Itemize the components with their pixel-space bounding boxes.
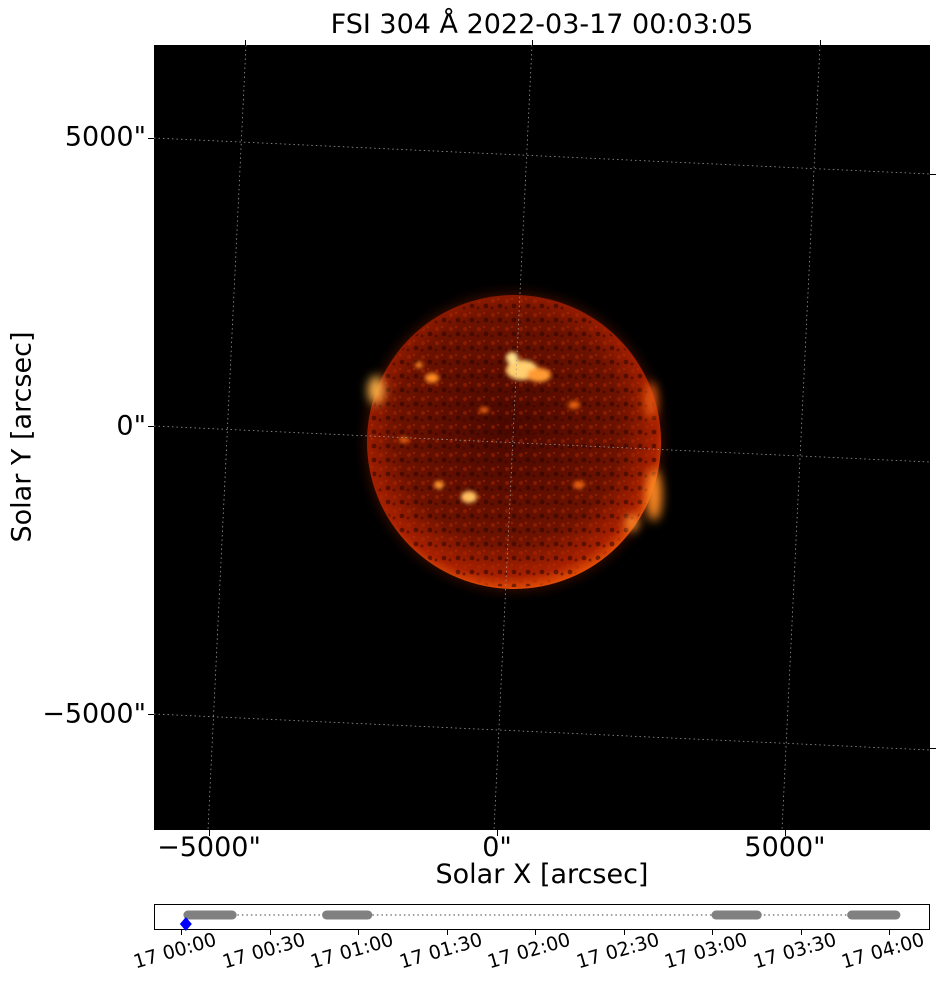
- timeline-tick-label: 17 03:30: [750, 928, 839, 974]
- timeline-tick-label: 17 04:00: [839, 928, 927, 974]
- x-tick-mark-top: [820, 40, 821, 46]
- timeline-tick-mark: [623, 930, 625, 935]
- timeline-tick-mark: [800, 930, 802, 935]
- x-tick-label: −5000": [157, 832, 261, 863]
- observation-timeline[interactable]: [154, 904, 930, 931]
- x-tick-mark-top: [532, 40, 533, 46]
- timeline-tick-mark: [446, 930, 448, 935]
- limb-prominences: [368, 376, 662, 531]
- solar-image-panel[interactable]: [154, 45, 930, 830]
- timeline-canvas: [179, 910, 901, 931]
- timeline-tick-label: 17 02:30: [573, 928, 662, 974]
- x-tick-mark: [785, 830, 786, 836]
- chromospheric-network: [369, 297, 659, 587]
- timeline-tick-mark: [269, 930, 271, 935]
- x-axis-label: Solar X [arcsec]: [435, 859, 649, 890]
- y-axis-label: Solar Y [arcsec]: [6, 331, 38, 543]
- y-tick-mark-right: [930, 748, 936, 749]
- y-tick-label: 0": [116, 410, 146, 442]
- timeline-tick-label: 17 01:00: [308, 928, 396, 974]
- plot-title: FSI 304 Å 2022-03-17 00:03:05: [330, 9, 754, 40]
- x-tick-mark-top: [245, 40, 246, 46]
- y-tick-mark: [148, 714, 154, 715]
- timeline-tick-label: 17 02:00: [485, 928, 573, 974]
- active-regions: [399, 352, 585, 503]
- x-tick-mark: [497, 830, 498, 836]
- timeline-tick-label: 17 00:00: [131, 928, 219, 974]
- timeline-tick-mark: [535, 930, 536, 935]
- y-tick-label: −5000": [42, 698, 146, 730]
- timeline-tick-mark: [712, 930, 713, 935]
- x-tick-mark: [209, 830, 210, 836]
- y-tick-mark-right: [930, 174, 936, 175]
- timeline-tick-mark: [358, 930, 359, 935]
- x-tick-label: 5000": [744, 832, 826, 863]
- timeline-tick-label: 17 00:30: [219, 928, 308, 974]
- coordinate-grid: [154, 45, 930, 830]
- timeline-tick-mark: [889, 930, 890, 935]
- solar-image: [154, 45, 930, 830]
- timeline-tick-label: 17 03:00: [662, 928, 750, 974]
- timeline-tick-label: 17 01:30: [396, 928, 485, 974]
- current-frame-marker[interactable]: [179, 917, 192, 931]
- x-tick-label: 0": [482, 832, 512, 863]
- timeline-tick-mark: [181, 930, 182, 935]
- y-tick-mark: [148, 426, 154, 427]
- y-tick-mark: [148, 138, 154, 139]
- y-tick-label: 5000": [64, 121, 146, 153]
